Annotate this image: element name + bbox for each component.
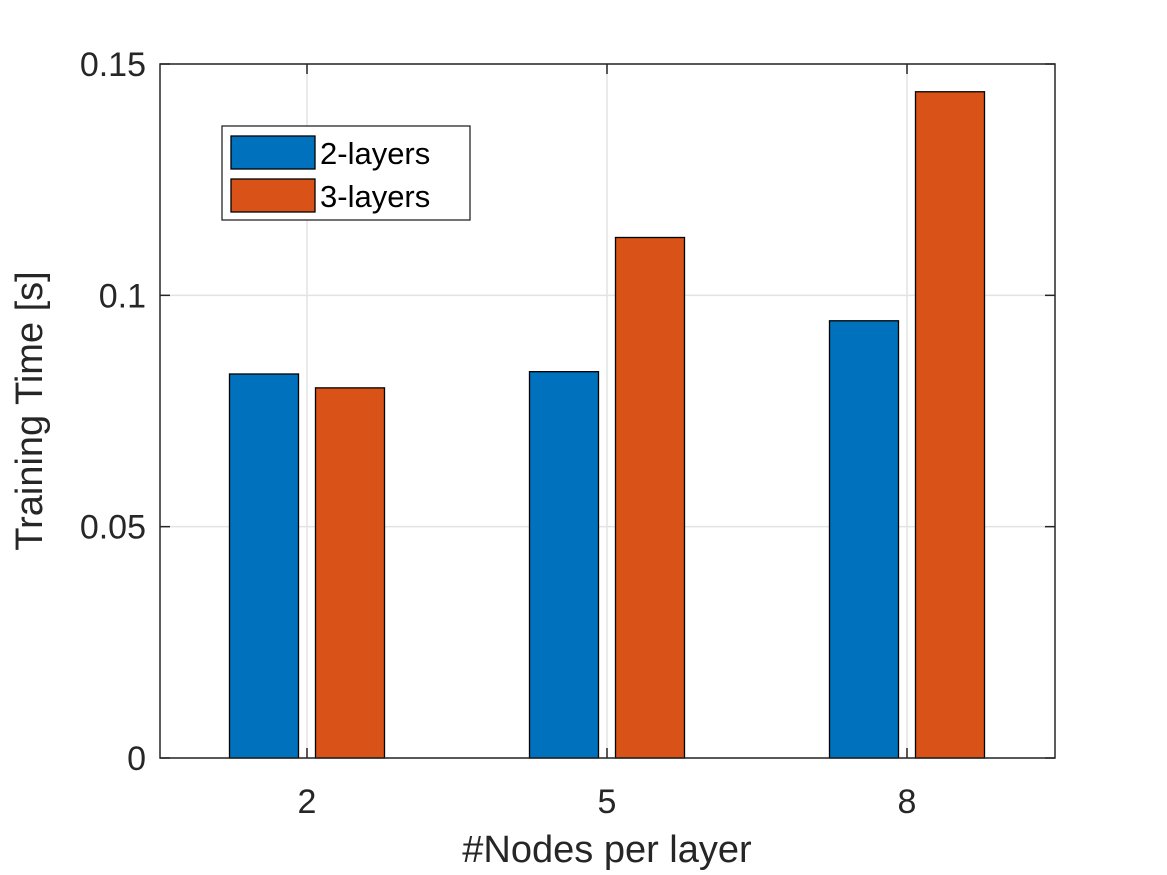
bar-2-layers-8 [828,320,900,759]
y-tick-label: 0.1 [99,277,146,315]
bar-3-layers-2 [314,387,386,759]
legend-swatch-3-layers [230,178,316,213]
x-axis-label: #Nodes per layer [462,829,752,871]
legend-swatch-2-layers [230,135,316,170]
bar-2-layers-5 [528,371,600,759]
ticks: 0 0.05 0.1 0.15 2 5 8 [80,46,1055,821]
x-tick-label: 8 [898,783,917,821]
bars [228,91,986,759]
y-axis-label: Training Time [s] [9,271,51,550]
legend-label-2-layers: 2-layers [320,136,430,171]
x-tick-label: 2 [298,783,317,821]
bar-3-layers-5 [614,236,686,759]
y-tick-label: 0.05 [80,509,146,547]
x-tick-label: 5 [598,783,617,821]
y-tick-label: 0.15 [80,46,146,84]
legend: 2-layers 3-layers [221,125,471,221]
bar-3-layers-8 [914,91,986,759]
bar-2-layers-2 [228,373,300,759]
y-tick-label: 0 [127,740,146,778]
legend-label-3-layers: 3-layers [320,179,430,214]
